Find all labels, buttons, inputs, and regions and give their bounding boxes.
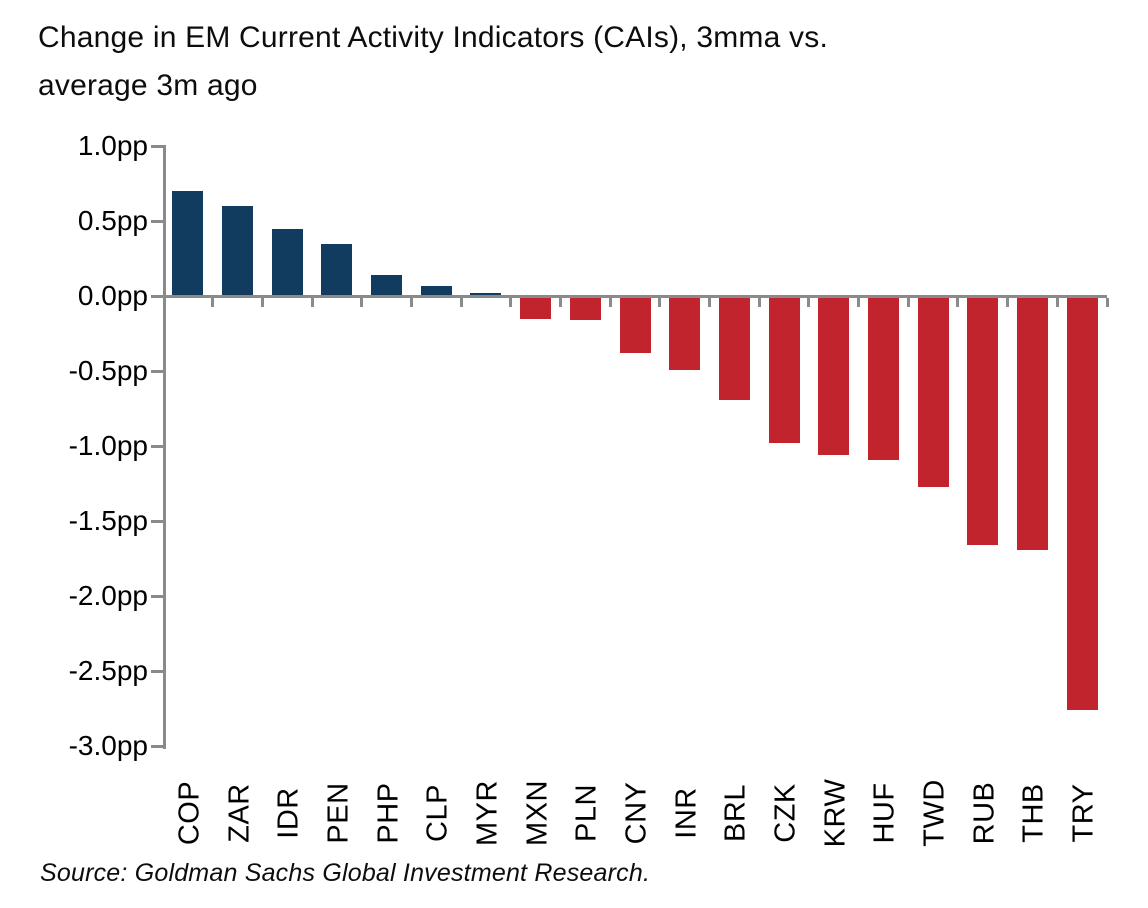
y-tick bbox=[151, 594, 163, 598]
x-axis-label: PHP bbox=[372, 782, 405, 844]
bar-CLP bbox=[420, 285, 452, 296]
chart-title-line-2: average 3m ago bbox=[38, 69, 258, 102]
x-axis-label: BRL bbox=[719, 784, 752, 842]
y-tick bbox=[151, 294, 163, 298]
y-tick-label: -2.5pp bbox=[68, 655, 148, 686]
bar-THB bbox=[1016, 296, 1048, 550]
x-axis-line bbox=[163, 294, 1107, 298]
x-axis-label: CLP bbox=[421, 784, 454, 842]
y-tick bbox=[151, 744, 163, 748]
x-tick bbox=[211, 297, 215, 307]
x-axis-label: CZK bbox=[769, 783, 802, 843]
bar-BRL bbox=[718, 296, 750, 400]
bar-CZK bbox=[768, 296, 800, 443]
bar-ZAR bbox=[222, 206, 254, 296]
y-tick-label: -1.5pp bbox=[68, 505, 148, 536]
x-axis-label: KRW bbox=[819, 778, 852, 848]
x-tick bbox=[1055, 297, 1059, 307]
bar-INR bbox=[669, 296, 701, 370]
x-tick bbox=[807, 297, 811, 307]
bar-IDR bbox=[271, 228, 303, 296]
x-tick bbox=[260, 297, 264, 307]
bar-PHP bbox=[371, 275, 403, 296]
bar-COP bbox=[172, 191, 204, 296]
x-tick bbox=[608, 297, 612, 307]
bar-MXN bbox=[520, 296, 552, 319]
chart-title: Change in EM Current Activity Indicators… bbox=[38, 14, 828, 110]
x-tick bbox=[708, 297, 712, 307]
y-tick-label: -1.0pp bbox=[68, 430, 148, 461]
chart-title-line-1: Change in EM Current Activity Indicators… bbox=[38, 21, 828, 54]
x-axis-label: TRY bbox=[1067, 783, 1100, 843]
y-axis-line bbox=[163, 144, 166, 749]
x-axis-label: PEN bbox=[322, 782, 355, 844]
y-tick bbox=[151, 519, 163, 523]
bar-TWD bbox=[917, 296, 949, 487]
x-axis-label: IDR bbox=[272, 787, 305, 839]
x-axis-label: COP bbox=[173, 780, 206, 846]
x-tick bbox=[509, 297, 513, 307]
x-axis-label: TWD bbox=[918, 779, 951, 847]
x-tick bbox=[558, 297, 562, 307]
x-axis-label: MXN bbox=[521, 780, 554, 846]
bar-CNY bbox=[619, 296, 651, 353]
y-tick-label: 1.0pp bbox=[77, 130, 148, 161]
bar-KRW bbox=[818, 296, 850, 455]
bar-HUF bbox=[867, 296, 899, 460]
bar-PEN bbox=[321, 243, 353, 296]
x-tick bbox=[658, 297, 662, 307]
x-axis-label: HUF bbox=[868, 782, 901, 844]
y-tick-label: 0.5pp bbox=[77, 205, 148, 236]
y-tick bbox=[151, 369, 163, 373]
x-tick bbox=[757, 297, 761, 307]
x-tick bbox=[459, 297, 463, 307]
y-tick-label: -3.0pp bbox=[68, 730, 148, 761]
x-tick bbox=[956, 297, 960, 307]
x-axis-label: ZAR bbox=[223, 783, 256, 843]
y-tick bbox=[151, 219, 163, 223]
x-tick bbox=[1006, 297, 1010, 307]
x-axis-label: INR bbox=[670, 787, 703, 839]
x-tick bbox=[857, 297, 861, 307]
y-tick-label: -0.5pp bbox=[68, 355, 148, 386]
x-axis-label: CNY bbox=[620, 781, 653, 845]
x-tick bbox=[310, 297, 314, 307]
bar-PLN bbox=[569, 296, 601, 320]
x-tick bbox=[360, 297, 364, 307]
bar-TRY bbox=[1066, 296, 1098, 710]
y-tick-label: -2.0pp bbox=[68, 580, 148, 611]
x-axis-label: RUB bbox=[968, 781, 1001, 845]
x-axis-label: MYR bbox=[471, 780, 504, 846]
y-tick-label: 0.0pp bbox=[77, 280, 148, 311]
y-tick bbox=[151, 669, 163, 673]
source-caption: Source: Goldman Sachs Global Investment … bbox=[40, 859, 651, 887]
x-tick bbox=[409, 297, 413, 307]
bar-RUB bbox=[967, 296, 999, 545]
x-tick bbox=[906, 297, 910, 307]
x-axis-label: THB bbox=[1017, 783, 1050, 843]
x-tick bbox=[1105, 297, 1109, 307]
y-tick bbox=[151, 444, 163, 448]
x-axis-label: PLN bbox=[570, 784, 603, 842]
y-tick bbox=[151, 144, 163, 148]
